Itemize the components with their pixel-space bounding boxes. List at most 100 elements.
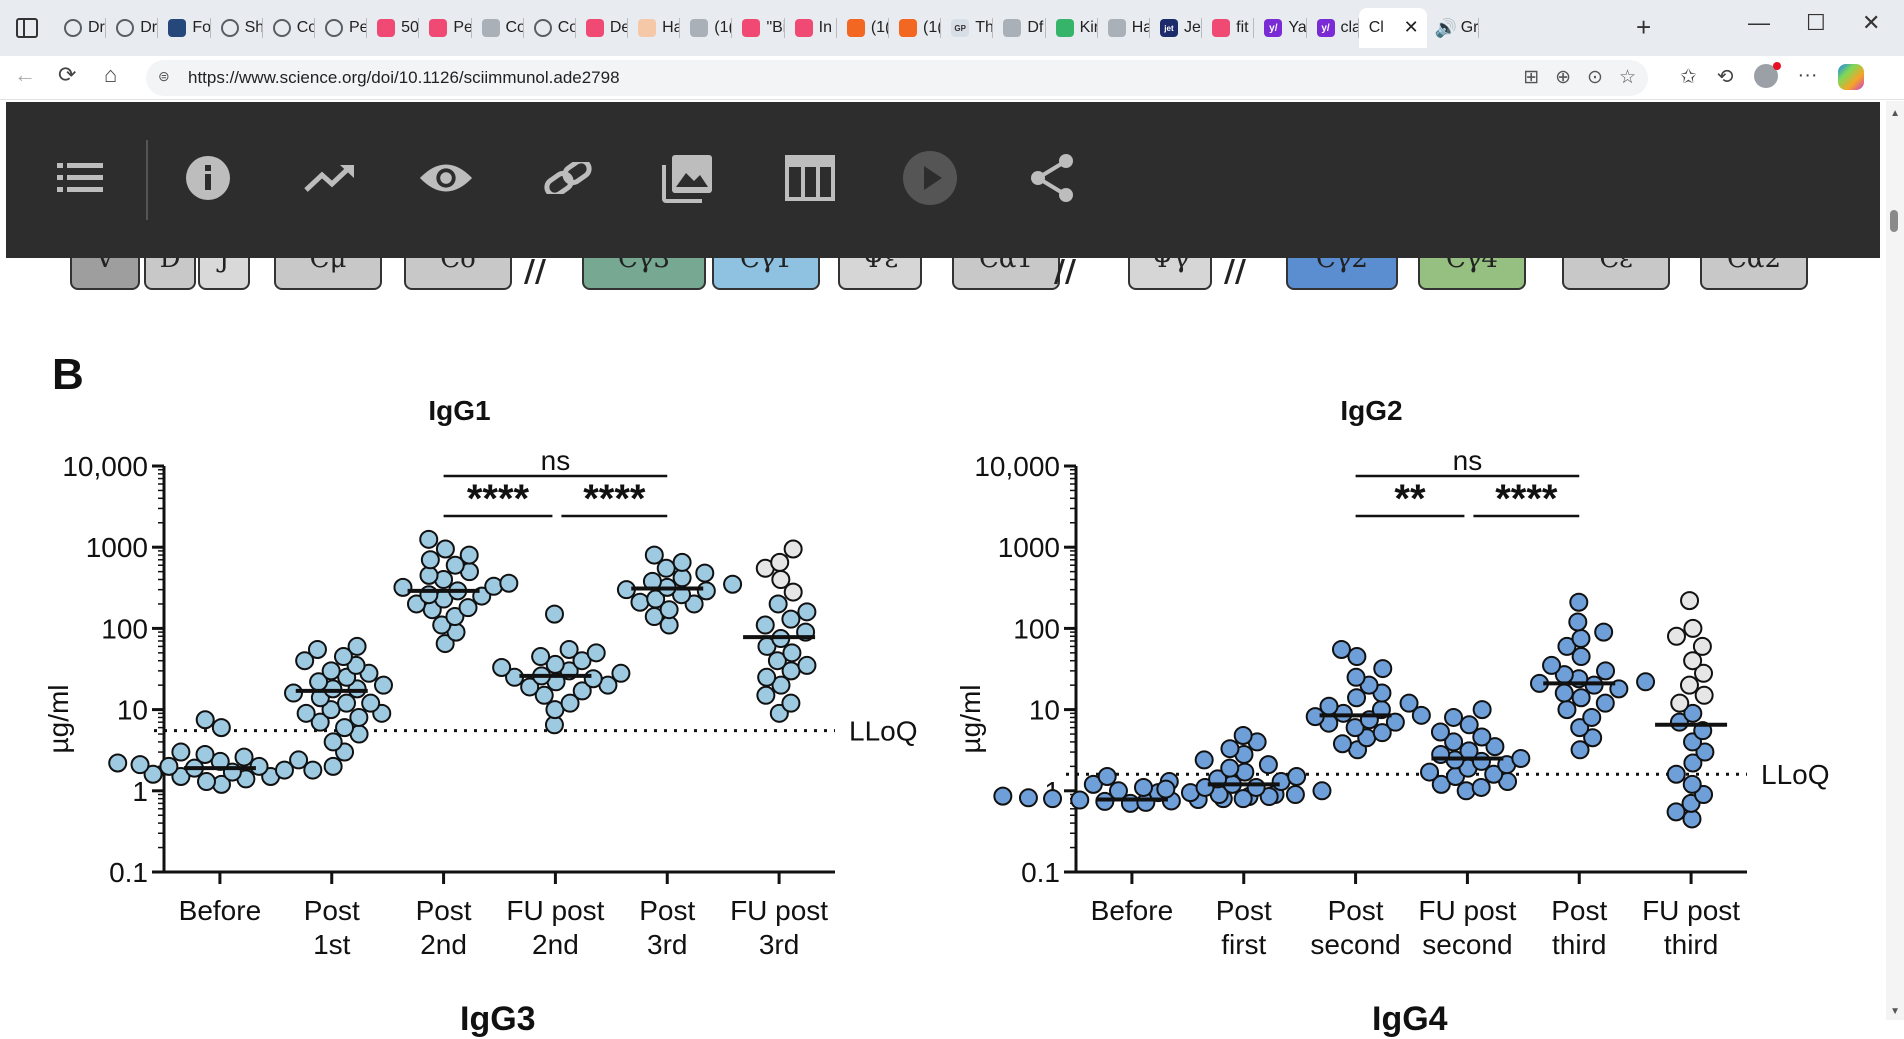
tab-active[interactable]: Cl ✕ (1358, 8, 1427, 48)
youtube-icon (794, 19, 813, 37)
browser-tab[interactable]: Pe (419, 8, 472, 48)
browser-tab[interactable]: Pe (315, 8, 368, 48)
data-point (321, 661, 341, 681)
more-menu-button[interactable]: ··· (1797, 64, 1818, 86)
browser-tab[interactable]: jet Je (1150, 8, 1203, 48)
data-point (572, 681, 592, 701)
data-point (1472, 700, 1492, 720)
reload-button[interactable]: ⟳ (58, 62, 77, 87)
scroll-up-arrow[interactable]: ▲ (1890, 108, 1900, 119)
browser-tab[interactable]: y/cla (1307, 8, 1359, 48)
x-tick-label: FU post (506, 895, 604, 926)
data-point (310, 712, 330, 732)
scrollbar-thumb[interactable] (1890, 210, 1898, 232)
copilot-icon[interactable] (1837, 64, 1864, 90)
site-info-icon[interactable]: ⊜ (158, 68, 170, 84)
page-scrollbar[interactable] (1886, 101, 1904, 1020)
browser-tab[interactable]: Dr (54, 8, 107, 48)
browser-tab[interactable]: In (785, 8, 837, 48)
table-icon[interactable] (782, 150, 838, 206)
browser-tab[interactable]: fit (1202, 8, 1255, 48)
data-point (1571, 629, 1591, 649)
trending-icon[interactable] (302, 150, 358, 206)
data-point (303, 760, 323, 780)
x-tick-label: Post (639, 895, 695, 926)
sound-icon: 🔊 (1434, 17, 1457, 38)
browser-tab[interactable]: (1( (837, 8, 889, 48)
eye-icon[interactable] (418, 150, 474, 206)
browser-tab[interactable]: 50 (367, 8, 420, 48)
browser-tab[interactable]: Dr (106, 8, 159, 48)
url-text[interactable]: https://www.science.org/doi/10.1126/scii… (188, 68, 620, 87)
link-icon[interactable] (540, 150, 596, 206)
browser-tab[interactable]: Df (993, 8, 1046, 48)
browser-tab[interactable]: De (576, 8, 629, 48)
data-point (445, 555, 465, 575)
youtube-icon (585, 19, 604, 37)
new-tab-button[interactable]: + (1636, 12, 1652, 42)
gray-icon (690, 19, 709, 37)
browser-tab[interactable]: 🔊 Gr (1427, 8, 1479, 48)
images-icon[interactable] (660, 150, 716, 206)
data-point (432, 615, 452, 635)
data-point (195, 710, 215, 730)
data-point (1399, 693, 1419, 713)
data-point (630, 592, 650, 612)
tab-actions-icon[interactable] (16, 18, 38, 38)
data-point (1372, 723, 1392, 743)
gp-icon: GP (951, 19, 970, 37)
browser-tab[interactable]: "Bi (732, 8, 785, 48)
share-icon[interactable] (1024, 150, 1080, 206)
profile-avatar[interactable] (1753, 62, 1781, 88)
gene-break-mark: // (1054, 254, 1076, 289)
browser-tab[interactable]: Co (524, 8, 576, 48)
browser-tab[interactable]: Co (263, 8, 315, 48)
globe-icon (116, 19, 135, 37)
globe-icon (533, 19, 552, 37)
tab-label: 50 (401, 19, 419, 36)
browser-tab[interactable]: (1( (889, 8, 942, 48)
url-field[interactable]: ⊜ https://www.science.org/doi/10.1126/sc… (146, 60, 1648, 96)
data-point (1319, 696, 1339, 716)
browser-tab[interactable]: Ha (628, 8, 681, 48)
favorites-icon[interactable]: ✩ (1680, 66, 1697, 88)
tab-close-icon[interactable]: ✕ (1403, 17, 1419, 37)
minimize-button[interactable]: — (1748, 10, 1770, 35)
read-aloud-icon[interactable]: ⊙ (1587, 67, 1603, 88)
info-icon[interactable] (180, 150, 236, 206)
tab-label: (1( (870, 19, 889, 36)
favorite-star-icon[interactable]: ☆ (1618, 67, 1636, 88)
scroll-down-arrow[interactable]: ▼ (1890, 1006, 1900, 1017)
browser-tab[interactable]: GP Th (941, 8, 994, 48)
browser-tab[interactable]: Kir (1046, 8, 1098, 48)
browser-tab[interactable]: Fo (158, 8, 211, 48)
close-window-button[interactable]: ✕ (1862, 10, 1881, 35)
youtube-icon (742, 19, 761, 37)
data-point (1485, 737, 1505, 757)
browser-tab[interactable]: Co (472, 8, 524, 48)
data-point (1636, 672, 1656, 692)
home-button[interactable]: ⌂ (104, 62, 118, 87)
browser-tab[interactable]: y/Ya (1254, 8, 1307, 48)
app-available-icon[interactable]: ⊞ (1523, 67, 1540, 88)
maximize-button[interactable]: ☐ (1806, 10, 1826, 35)
data-point (492, 657, 512, 677)
tab-label: cla (1340, 19, 1359, 36)
data-point (646, 589, 666, 609)
data-point (1411, 705, 1431, 725)
play-icon[interactable] (902, 150, 958, 206)
x-tick-label: second (1422, 929, 1512, 960)
back-button[interactable]: ← (14, 62, 36, 87)
data-point (1420, 762, 1440, 782)
browser-tab[interactable]: (1( (680, 8, 733, 48)
list-icon[interactable] (52, 150, 108, 206)
significance-label: **** (467, 477, 530, 521)
zoom-icon[interactable]: ⊕ (1555, 67, 1572, 88)
browser-tab[interactable]: Sh (211, 8, 263, 48)
data-point (1542, 655, 1562, 675)
tab-label: Co (557, 19, 576, 36)
browser-tab[interactable]: Ha (1098, 8, 1150, 48)
gray-icon (1107, 19, 1126, 37)
history-icon[interactable]: ⟲ (1716, 66, 1734, 88)
